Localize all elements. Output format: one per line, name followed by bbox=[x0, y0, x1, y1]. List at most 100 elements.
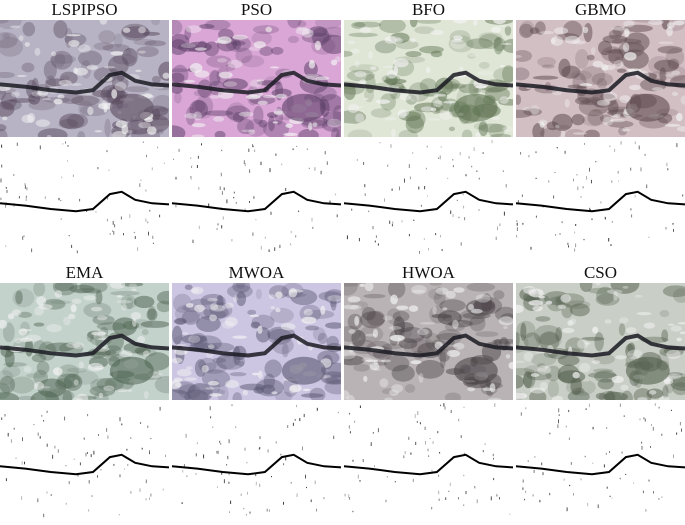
speck bbox=[95, 211, 97, 213]
texture bbox=[659, 67, 667, 83]
highlight bbox=[111, 89, 118, 99]
speck bbox=[21, 461, 23, 465]
highlight bbox=[295, 27, 311, 35]
speck bbox=[248, 148, 250, 152]
texture bbox=[263, 120, 290, 137]
highlight bbox=[33, 381, 45, 391]
speck bbox=[208, 203, 210, 208]
highlight bbox=[94, 130, 103, 133]
speck bbox=[409, 176, 411, 180]
speck bbox=[146, 154, 147, 158]
highlight bbox=[425, 66, 431, 74]
highlight bbox=[87, 362, 104, 372]
speck bbox=[68, 481, 70, 485]
river-mask bbox=[171, 453, 342, 476]
highlight bbox=[191, 122, 206, 128]
highlight bbox=[172, 380, 181, 389]
highlight bbox=[391, 384, 403, 393]
texture bbox=[516, 94, 522, 105]
dark-field bbox=[109, 356, 154, 385]
speck bbox=[424, 426, 426, 430]
speck bbox=[374, 465, 375, 468]
speck bbox=[444, 406, 446, 410]
texture bbox=[607, 120, 634, 128]
texture bbox=[351, 21, 366, 29]
speck bbox=[260, 161, 262, 166]
highlight bbox=[453, 342, 465, 350]
speck bbox=[302, 446, 303, 451]
highlight bbox=[551, 395, 563, 400]
speck bbox=[357, 474, 359, 479]
texture bbox=[537, 56, 556, 67]
texture bbox=[594, 102, 606, 108]
highlight bbox=[184, 113, 197, 119]
highlight bbox=[516, 360, 526, 363]
texture bbox=[0, 37, 24, 57]
speck bbox=[583, 239, 585, 241]
texture bbox=[3, 362, 27, 367]
highlight bbox=[622, 42, 630, 53]
texture bbox=[493, 66, 513, 83]
texture bbox=[467, 53, 476, 59]
texture bbox=[237, 118, 254, 135]
speck bbox=[123, 233, 124, 236]
speck bbox=[73, 458, 75, 460]
highlight bbox=[658, 41, 674, 45]
speck bbox=[459, 152, 461, 156]
speck bbox=[682, 194, 684, 197]
speck bbox=[522, 222, 524, 225]
speck bbox=[149, 497, 150, 500]
speck bbox=[124, 468, 126, 470]
highlight bbox=[135, 69, 142, 73]
speck bbox=[412, 478, 414, 482]
texture bbox=[250, 321, 261, 329]
speck bbox=[492, 453, 494, 457]
highlight bbox=[91, 331, 107, 336]
speck bbox=[209, 406, 211, 411]
texture bbox=[125, 297, 134, 309]
texture bbox=[321, 119, 341, 132]
highlight bbox=[11, 309, 22, 316]
texture bbox=[49, 54, 76, 64]
speck bbox=[133, 231, 135, 234]
highlight bbox=[411, 284, 427, 295]
speck bbox=[484, 443, 486, 445]
speck bbox=[162, 488, 164, 491]
speck bbox=[673, 454, 674, 459]
speck bbox=[181, 502, 183, 504]
speck bbox=[458, 497, 459, 500]
speck bbox=[348, 494, 350, 498]
texture bbox=[178, 384, 201, 400]
texture bbox=[225, 105, 251, 121]
speck bbox=[57, 449, 59, 453]
satellite-image bbox=[0, 20, 169, 137]
speck bbox=[346, 235, 348, 240]
speck bbox=[283, 501, 284, 505]
speck bbox=[120, 216, 122, 220]
highlight bbox=[572, 371, 580, 379]
highlight bbox=[98, 392, 104, 399]
highlight bbox=[582, 26, 589, 34]
highlight bbox=[87, 106, 94, 116]
speck bbox=[290, 482, 292, 484]
speck bbox=[522, 487, 524, 490]
dark-field bbox=[281, 356, 326, 385]
texture bbox=[596, 78, 608, 89]
texture bbox=[594, 370, 617, 383]
speck bbox=[303, 413, 305, 418]
speck bbox=[61, 176, 63, 179]
texture bbox=[661, 329, 669, 342]
texture bbox=[203, 41, 220, 57]
speck bbox=[458, 418, 460, 422]
highlight bbox=[501, 42, 512, 45]
highlight bbox=[623, 20, 635, 28]
speck bbox=[147, 425, 149, 428]
speck bbox=[570, 462, 572, 465]
speck bbox=[516, 227, 518, 231]
highlight bbox=[372, 329, 379, 338]
highlight bbox=[176, 343, 187, 347]
speck bbox=[604, 216, 606, 220]
texture bbox=[313, 86, 337, 102]
speck bbox=[438, 474, 440, 477]
speck bbox=[589, 207, 591, 211]
